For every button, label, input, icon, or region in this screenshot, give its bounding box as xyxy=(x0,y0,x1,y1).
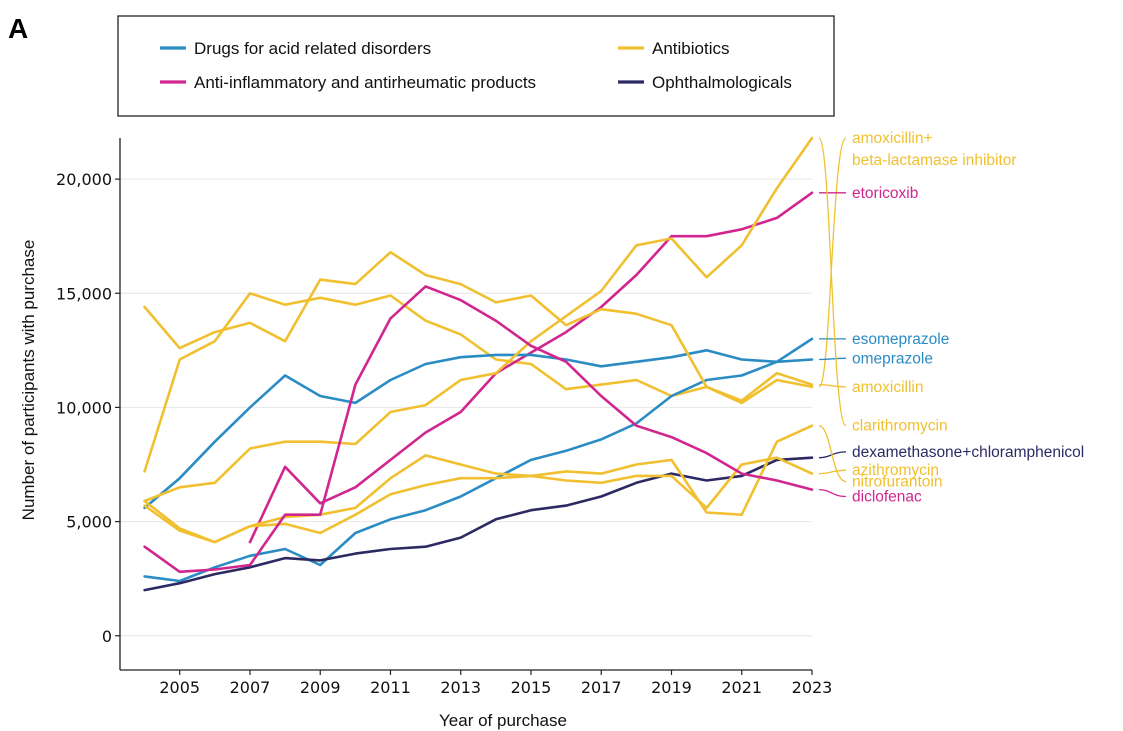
leader-line-diclofenac xyxy=(818,488,847,498)
y-tick-label: 10,000 xyxy=(56,398,112,417)
y-tick-label: 5,000 xyxy=(66,513,112,532)
end-label-etoricoxib: etoricoxib xyxy=(852,185,918,202)
legend-box xyxy=(117,15,835,117)
end-label-amoxicillin-beta-lactamase-inhibitor: beta-lactamase inhibitor xyxy=(852,152,1017,169)
series-line-esomeprazole xyxy=(143,337,814,583)
legend-label-anti-inflammatory-and-antirheumatic-products: Anti-inflammatory and antirheumatic prod… xyxy=(194,73,536,92)
y-tick-label: 15,000 xyxy=(56,284,112,303)
end-label-clarithromycin: clarithromycin xyxy=(852,418,948,435)
y-tick-label: 20,000 xyxy=(56,170,112,189)
end-label-nitrofurantoin: nitrofurantoin xyxy=(852,474,942,491)
x-tick-label: 2019 xyxy=(651,678,692,697)
end-label-azithromycin: azithromycin xyxy=(852,462,939,479)
x-tick-label: 2009 xyxy=(300,678,341,697)
series-layer xyxy=(143,136,814,592)
plot-area: 0 5,000 10,000 15,000 20,000 2005 2007 2009 2011… xyxy=(56,130,1084,697)
x-tick-label: 2007 xyxy=(230,678,271,697)
x-tick-label: 2017 xyxy=(581,678,622,697)
series-line-diclofenac xyxy=(143,285,814,574)
series-line-clarithromycin xyxy=(143,136,814,503)
legend: Drugs for acid related disorders Anti-inf… xyxy=(117,15,835,117)
series-line-amoxicillin xyxy=(143,250,814,402)
series-line-omeprazole xyxy=(143,348,814,510)
leader-line-amoxicillin xyxy=(818,383,847,388)
x-tick-label: 2023 xyxy=(792,678,833,697)
legend-label-drugs-for-acid-related-disorders: Drugs for acid related disorders xyxy=(194,39,431,58)
end-label-dexamethasone-chloramphenicol: dexamethasone+chloramphenicol xyxy=(852,444,1084,461)
y-tick-label: 0 xyxy=(102,627,112,646)
x-tick-label: 2015 xyxy=(511,678,552,697)
x-tick-label: 2005 xyxy=(159,678,200,697)
x-tick-label: 2013 xyxy=(440,678,481,697)
series-line-amoxicillin-beta-lactamase-inhibitor xyxy=(143,291,814,473)
leader-line-amoxicillin-beta-lactamase-inhibitor xyxy=(818,137,847,388)
x-tick-label: 2011 xyxy=(370,678,411,697)
end-label-diclofenac: diclofenac xyxy=(852,489,922,506)
end-label-amoxicillin: amoxicillin xyxy=(852,379,924,396)
x-axis-title: Year of purchase xyxy=(439,711,567,730)
y-axis-title: Number of participants with purchase xyxy=(19,240,38,521)
legend-label-antibiotics: Antibiotics xyxy=(652,39,729,58)
end-label-omeprazole: omeprazole xyxy=(852,350,933,367)
panel-label: A xyxy=(8,13,28,44)
series-line-etoricoxib xyxy=(248,191,814,544)
leader-line-omeprazole xyxy=(818,357,847,361)
axes: 0 5,000 10,000 15,000 20,000 2005 2007 2009 2011… xyxy=(56,138,832,697)
legend-label-ophthalmologicals: Ophthalmologicals xyxy=(652,73,792,92)
end-label-esomeprazole: esomeprazole xyxy=(852,331,949,348)
x-tick-label: 2021 xyxy=(721,678,762,697)
leader-line-nitrofurantoin xyxy=(818,425,847,483)
series-line-dexamethasone-chloramphenicol xyxy=(143,456,814,592)
end-labels: amoxicillin+ beta-lactamase inhibitor etor… xyxy=(818,130,1084,506)
end-label-amoxicillin-beta-lactamase-inhibitor: amoxicillin+ xyxy=(852,130,933,147)
leader-line-clarithromycin xyxy=(818,137,847,427)
series-line-nitrofurantoin xyxy=(143,424,814,544)
leader-line-azithromycin xyxy=(818,469,847,475)
